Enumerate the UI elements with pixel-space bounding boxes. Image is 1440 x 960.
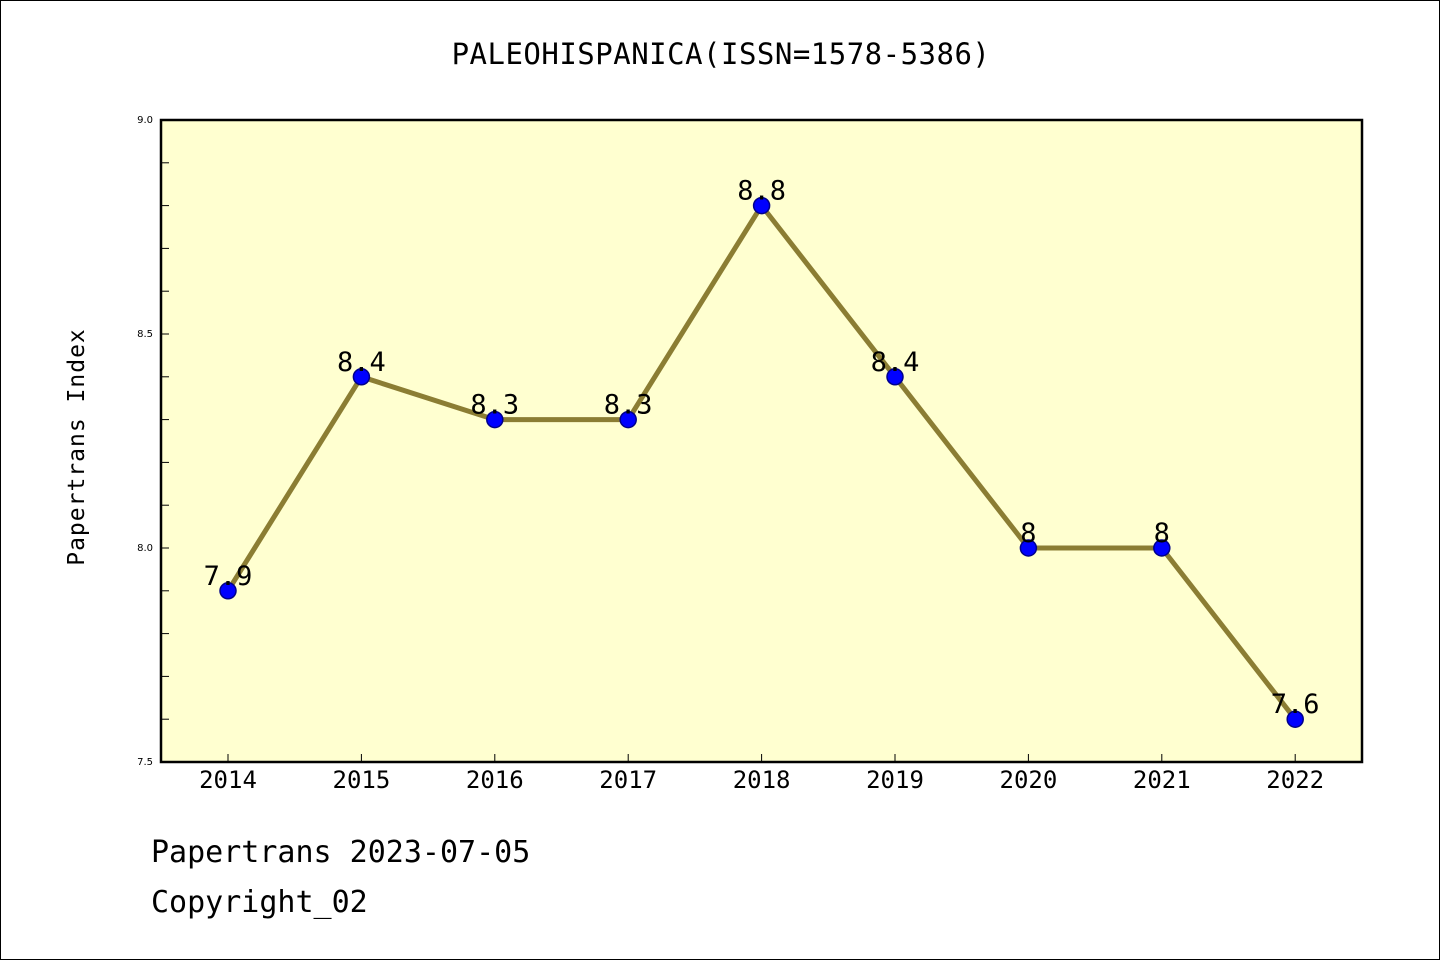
data-label: 8.4: [337, 347, 386, 378]
data-label: 7.6: [1271, 689, 1320, 720]
plot-area: [161, 120, 1362, 762]
data-label: 8.3: [604, 390, 653, 421]
footer-copyright: Copyright_02: [151, 885, 368, 920]
data-label: 8.3: [470, 390, 519, 421]
footer-date: Papertrans 2023-07-05: [151, 835, 531, 870]
data-point: [886, 368, 904, 386]
x-tick-label: 2014: [199, 766, 257, 794]
data-point: [219, 582, 237, 600]
x-tick-label: 2020: [1000, 766, 1058, 794]
x-tick-label: 2022: [1266, 766, 1324, 794]
x-tick-label: 2016: [466, 766, 524, 794]
data-label: 7.9: [204, 561, 253, 592]
y-tick-label: 7.5: [137, 757, 153, 768]
data-point: [619, 410, 637, 429]
data-point: [1019, 539, 1038, 557]
axis-ticks: 7.5 8.0 8.5 9.0 2014 2015 2016 2017 2018 2019 2020…: [137, 115, 1324, 794]
data-labels: 7.9 8.4 8.3 8.3 8.8 8.4 8 8 7.6: [204, 176, 1320, 721]
x-tick-label: 2019: [866, 766, 924, 794]
data-label: 8.4: [871, 347, 920, 378]
y-tick-label: 8.5: [137, 329, 153, 340]
x-tick-label: 2017: [599, 766, 657, 794]
data-point: [352, 368, 371, 386]
x-tick-label: 2018: [733, 766, 791, 794]
data-label: 8.8: [737, 176, 786, 207]
x-tick-label: 2015: [333, 766, 391, 794]
y-tick-label: 9.0: [137, 115, 153, 126]
x-tick-label: 2021: [1133, 766, 1191, 794]
data-markers: [219, 196, 1304, 728]
data-point: [1286, 710, 1304, 728]
data-point: [752, 196, 771, 215]
chart-title: PALEOHISPANICA(ISSN=1578-5386): [451, 37, 991, 71]
data-point: [486, 410, 504, 429]
data-label: 8: [1020, 518, 1036, 549]
y-tick-label: 8.0: [137, 543, 153, 554]
plot-border: [159, 118, 1364, 764]
data-point: [1153, 539, 1171, 557]
data-label: 8: [1154, 518, 1170, 549]
